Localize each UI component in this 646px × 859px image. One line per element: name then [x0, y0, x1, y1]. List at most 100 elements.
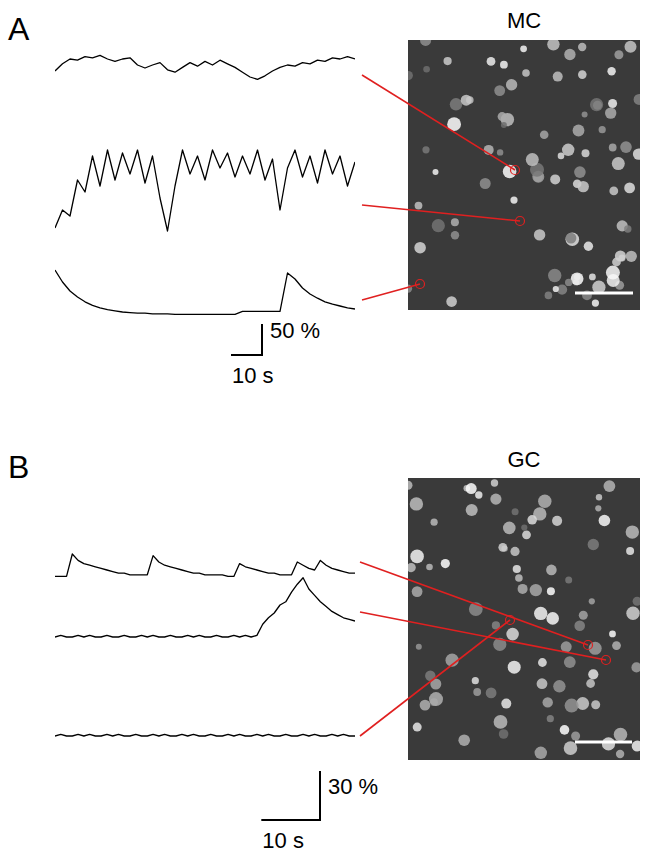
leader-line: [362, 205, 520, 221]
cell-marker: [506, 616, 515, 625]
cell-blob: [415, 202, 423, 210]
cell-blob: [423, 66, 430, 73]
cell-marker: [516, 217, 525, 226]
cell-blob: [578, 43, 586, 51]
cell-blob: [501, 122, 507, 128]
cell-blob: [491, 479, 498, 486]
cell-blob: [534, 607, 547, 620]
cell-blob: [591, 700, 600, 709]
cell-blob: [534, 229, 545, 240]
trace: [55, 554, 355, 576]
cell-blob: [595, 505, 601, 511]
cell-blob: [625, 41, 637, 53]
cell-blob: [589, 598, 595, 604]
cell-blob: [614, 50, 623, 59]
cell-blob: [420, 40, 431, 46]
y-scale-bar: [319, 772, 321, 820]
cell-blob: [582, 111, 588, 117]
cell-blob: [588, 669, 598, 679]
trace-group: [55, 270, 355, 314]
cell-blob: [426, 564, 433, 571]
cell-blob: [612, 157, 625, 170]
trace-group: [55, 150, 355, 231]
cell-blob: [498, 112, 507, 121]
cell-blob: [586, 679, 595, 688]
leader-line: [360, 620, 510, 736]
cell-blob: [466, 504, 478, 516]
cell-blob: [498, 543, 507, 552]
cell-blob: [503, 522, 516, 535]
cell-blob: [626, 547, 634, 555]
cell-blob: [475, 491, 482, 498]
cell-blob: [473, 688, 481, 696]
image-scale-bar: [575, 741, 632, 744]
panel-letter: B: [8, 449, 29, 485]
cell-blob: [553, 286, 559, 292]
panel: AMC50 %10 s: [8, 8, 645, 388]
leader-line: [362, 75, 515, 170]
cell-blob: [410, 497, 423, 510]
cell-blob: [408, 563, 416, 572]
cell-blob: [466, 483, 477, 494]
cell-blob: [608, 99, 617, 108]
cell-blob: [565, 576, 572, 583]
cell-blob: [546, 612, 559, 625]
cell-blob: [633, 597, 640, 606]
cell-blob: [604, 480, 616, 492]
trace: [55, 150, 355, 231]
cell-blob: [486, 688, 497, 699]
cell-blob: [614, 728, 628, 742]
cell-blob: [553, 72, 563, 82]
cell-blob: [472, 677, 479, 684]
cell-blob: [599, 515, 611, 527]
cell-blob: [561, 641, 572, 652]
cell-blob: [624, 225, 631, 232]
cell-blob: [450, 98, 462, 110]
cell-blob: [548, 269, 561, 282]
cell-blob: [540, 130, 549, 139]
panel-title: GC: [508, 447, 541, 472]
cell-blob: [494, 85, 505, 96]
cell-blob: [512, 508, 519, 515]
image-cells: [408, 479, 640, 759]
cell-blob: [522, 530, 531, 539]
cell-blob: [526, 153, 539, 166]
cell-blob: [626, 251, 637, 262]
cell-blob: [451, 218, 459, 226]
cell-blob: [626, 525, 639, 538]
trace: [55, 55, 355, 79]
cell-blob: [521, 525, 527, 531]
cell-blob: [429, 692, 443, 706]
x-scale-bar: [232, 354, 262, 356]
cell-blob: [518, 584, 528, 594]
cell-blob: [562, 144, 574, 156]
cell-blob: [506, 628, 519, 641]
cell-blob: [574, 166, 586, 178]
cell-blob: [490, 494, 501, 505]
cell-blob: [609, 144, 617, 152]
cell-blob: [414, 242, 426, 254]
cell-blob: [571, 732, 580, 741]
cell-blob: [589, 274, 596, 281]
cell-blob: [624, 183, 635, 194]
cell-blob: [550, 174, 560, 184]
trace: [55, 578, 355, 637]
cell-blob: [501, 699, 511, 709]
cell-blob: [494, 715, 508, 729]
cell-blob: [565, 699, 579, 713]
cell-blob: [612, 641, 621, 650]
x-scale-label: 10 s: [262, 828, 304, 853]
leader-line: [362, 284, 420, 300]
cell-blob: [560, 725, 570, 735]
cell-blob: [451, 231, 459, 239]
cell-blob: [513, 565, 521, 573]
cell-blob: [574, 620, 585, 631]
panel-letter: A: [8, 11, 30, 47]
cell-blob: [522, 69, 530, 77]
cell-blob: [506, 79, 517, 90]
image-cells: [408, 40, 640, 307]
cell-blob: [441, 559, 450, 568]
cell-blob: [547, 40, 559, 51]
cell-blob: [553, 680, 565, 692]
cell-blob: [500, 61, 508, 69]
